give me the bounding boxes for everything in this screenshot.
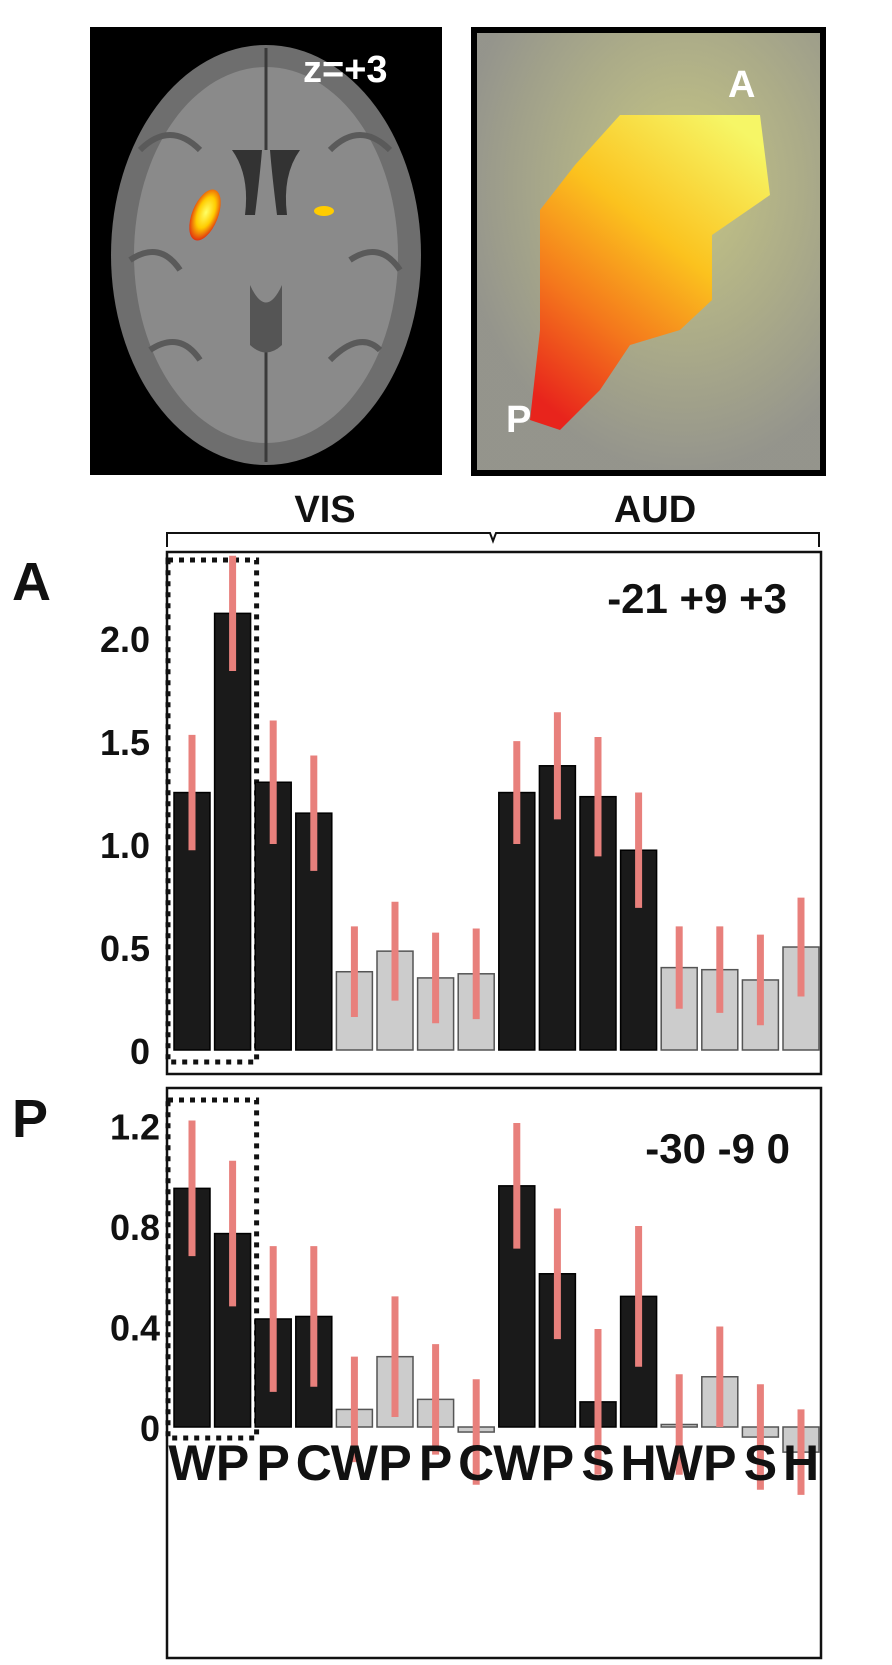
- chart-p-coordinates: -30 -9 0: [645, 1125, 790, 1172]
- chart-p-category-label: H: [783, 1435, 819, 1491]
- zoom-anterior-label: A: [728, 64, 755, 106]
- chart-p-category-label: S: [581, 1435, 614, 1491]
- condition-bracket: [166, 532, 820, 547]
- chart-a: -21 +9 +3 0 0.5 1.0 1.5 2.0: [100, 550, 823, 1076]
- brain-slice-label: z=+3: [303, 49, 388, 91]
- zoom-posterior-label: P: [506, 399, 531, 441]
- chart-p-category-label: P: [378, 1435, 411, 1491]
- chart-p-category-label: P: [541, 1435, 574, 1491]
- chart-p-ytick-label: 0.4: [110, 1308, 160, 1349]
- chart-p-category-label: P: [703, 1435, 736, 1491]
- chart-a-ytick-label: 0: [130, 1031, 150, 1072]
- chart-p-highlight-box: [165, 1097, 260, 1441]
- chart-p-category-label: W: [331, 1435, 379, 1491]
- chart-a-coordinates: -21 +9 +3: [607, 575, 787, 622]
- chart-p-category-label: P: [257, 1435, 290, 1491]
- chart-p-category-label: C: [296, 1435, 332, 1491]
- chart-p-category-label: S: [744, 1435, 777, 1491]
- chart-p-category-label: P: [419, 1435, 452, 1491]
- chart-p-category-label: W: [656, 1435, 704, 1491]
- panel-p-label: P: [12, 1089, 48, 1149]
- chart-p-ytick-label: 0: [140, 1408, 160, 1449]
- vis-label: VIS: [294, 489, 355, 531]
- chart-a-ytick-label: 2.0: [100, 619, 150, 660]
- chart-a-bar: [213, 612, 252, 1051]
- chart-a-ytick-label: 1.0: [100, 825, 150, 866]
- chart-a-highlight-box: [165, 557, 260, 1065]
- chart-a-ytick-label: 0.5: [100, 928, 150, 969]
- brain-slice-image: [90, 27, 442, 475]
- chart-p-category-label: W: [168, 1435, 216, 1491]
- chart-p: -30 -9 0 00.40.81.2W P P CW P P CW P S HW P S H: [110, 1086, 823, 1660]
- chart-p-category-label: W: [493, 1435, 541, 1491]
- zoom-region-image: [471, 27, 826, 476]
- aud-label: AUD: [614, 489, 696, 531]
- chart-p-category-label: C: [458, 1435, 494, 1491]
- chart-p-ytick-label: 0.8: [110, 1207, 160, 1248]
- chart-p-category-label: P: [216, 1435, 249, 1491]
- chart-p-ytick-label: 1.2: [110, 1107, 160, 1148]
- chart-p-category-label: H: [621, 1435, 657, 1491]
- chart-a-ytick-label: 1.5: [100, 722, 150, 763]
- panel-a-label: A: [12, 552, 51, 612]
